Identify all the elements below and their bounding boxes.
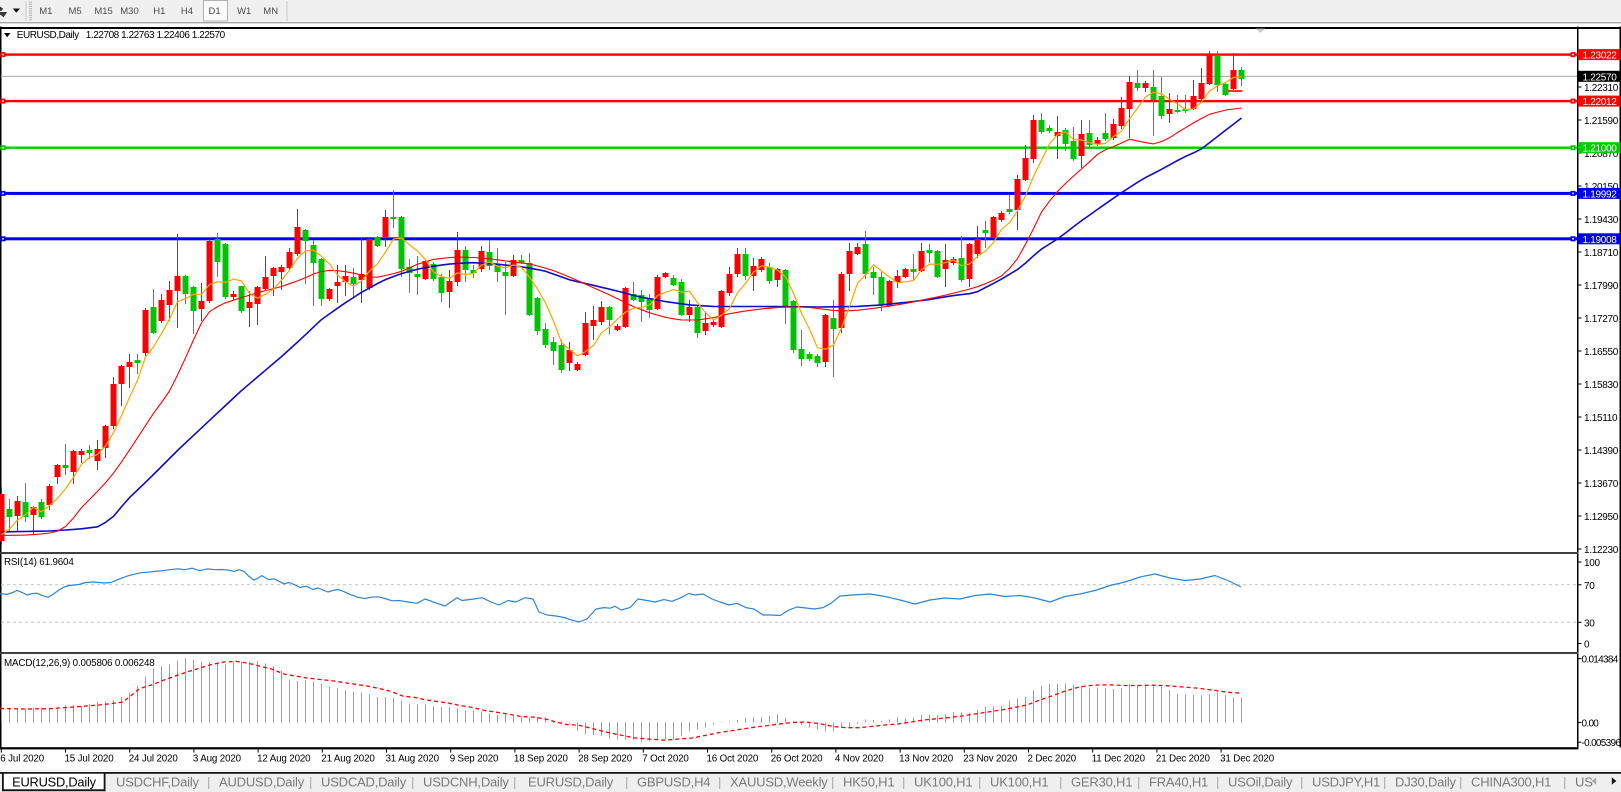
svg-text:|: | <box>1459 775 1462 790</box>
svg-text:24 Jul 2020: 24 Jul 2020 <box>129 754 179 765</box>
svg-text:1.22310: 1.22310 <box>1584 83 1619 94</box>
svg-text:1.17270: 1.17270 <box>1584 314 1619 325</box>
svg-text:|: | <box>1137 775 1140 790</box>
svg-text:1.23022: 1.23022 <box>1583 51 1618 62</box>
svg-text:9 Sep 2020: 9 Sep 2020 <box>450 754 499 765</box>
svg-text:M30: M30 <box>120 6 138 17</box>
svg-text:UK100,H1: UK100,H1 <box>990 775 1048 790</box>
svg-text:GER30,H1: GER30,H1 <box>1071 775 1132 790</box>
svg-text:1.22012: 1.22012 <box>1583 97 1618 108</box>
svg-text:23 Nov 2020: 23 Nov 2020 <box>963 754 1018 765</box>
svg-text:100: 100 <box>1584 558 1601 569</box>
svg-text:13 Nov 2020: 13 Nov 2020 <box>899 754 954 765</box>
svg-text:30: 30 <box>1584 618 1595 629</box>
svg-text:4 Nov 2020: 4 Nov 2020 <box>835 754 884 765</box>
svg-text:1.14390: 1.14390 <box>1584 446 1619 457</box>
svg-text:1.13670: 1.13670 <box>1584 479 1619 490</box>
svg-text:XAUUSD,Weekly: XAUUSD,Weekly <box>730 775 828 790</box>
svg-text:|: | <box>1216 775 1219 790</box>
svg-text:-0.005396: -0.005396 <box>1582 738 1621 749</box>
svg-text:15 Jul 2020: 15 Jul 2020 <box>65 754 115 765</box>
svg-text:D1: D1 <box>209 6 221 17</box>
svg-text:|: | <box>718 775 721 790</box>
svg-text:EURUSD,Daily: EURUSD,Daily <box>12 775 96 790</box>
svg-text:1.15110: 1.15110 <box>1584 413 1618 424</box>
svg-text:HK50,H1: HK50,H1 <box>843 775 894 790</box>
svg-text:28 Sep 2020: 28 Sep 2020 <box>578 754 633 765</box>
svg-text:H1: H1 <box>153 6 165 17</box>
svg-text:US: US <box>1575 775 1593 790</box>
svg-text:1.18710: 1.18710 <box>1584 248 1619 259</box>
svg-text:|: | <box>1383 775 1386 790</box>
svg-text:26 Oct 2020: 26 Oct 2020 <box>771 754 823 765</box>
svg-text:1.12230: 1.12230 <box>1584 545 1619 556</box>
svg-text:1.21000: 1.21000 <box>1583 144 1618 155</box>
svg-text:CHINA300,H1: CHINA300,H1 <box>1471 775 1551 790</box>
svg-text:EURUSD,Daily: EURUSD,Daily <box>528 775 614 790</box>
svg-text:USDCAD,Daily: USDCAD,Daily <box>321 775 407 790</box>
svg-text:MACD(12,26,9) 0.005806 0.00624: MACD(12,26,9) 0.005806 0.006248 <box>4 658 155 669</box>
svg-text:|: | <box>831 775 834 790</box>
svg-text:1.22708 1.22763 1.22406 1.2257: 1.22708 1.22763 1.22406 1.22570 <box>86 30 226 41</box>
svg-text:1.19008: 1.19008 <box>1583 235 1618 246</box>
svg-text:18 Sep 2020: 18 Sep 2020 <box>514 754 569 765</box>
svg-text:USDCHF,Daily: USDCHF,Daily <box>116 775 200 790</box>
svg-text:|: | <box>309 775 312 790</box>
svg-text:GBPUSD,H4: GBPUSD,H4 <box>637 775 710 790</box>
svg-text:1.12950: 1.12950 <box>1584 512 1619 523</box>
svg-text:UK100,H1: UK100,H1 <box>914 775 972 790</box>
svg-text:11 Dec 2020: 11 Dec 2020 <box>1092 754 1146 765</box>
svg-text:70: 70 <box>1584 581 1595 592</box>
svg-text:16 Oct 2020: 16 Oct 2020 <box>707 754 759 765</box>
svg-text:|: | <box>207 775 210 790</box>
svg-text:FRA40,H1: FRA40,H1 <box>1149 775 1208 790</box>
svg-text:7 Oct 2020: 7 Oct 2020 <box>642 754 689 765</box>
svg-text:1.19992: 1.19992 <box>1583 189 1618 200</box>
svg-text:0: 0 <box>1584 640 1590 651</box>
svg-text:1.17990: 1.17990 <box>1584 281 1619 292</box>
svg-text:6 Jul 2020: 6 Jul 2020 <box>0 754 44 765</box>
svg-text:M1: M1 <box>39 6 52 17</box>
svg-text:3 Aug 2020: 3 Aug 2020 <box>193 754 242 765</box>
svg-text:|: | <box>902 775 905 790</box>
svg-text:12 Aug 2020: 12 Aug 2020 <box>257 754 311 765</box>
svg-text:|: | <box>1563 775 1566 790</box>
svg-text:|: | <box>513 775 516 790</box>
svg-text:|: | <box>1059 775 1062 790</box>
svg-text:|: | <box>978 775 981 790</box>
svg-text:M5: M5 <box>68 6 81 17</box>
svg-text:H4: H4 <box>181 6 193 17</box>
svg-text:31 Aug 2020: 31 Aug 2020 <box>386 754 440 765</box>
svg-text:|: | <box>625 775 628 790</box>
svg-text:USDJPY,H1: USDJPY,H1 <box>1312 775 1380 790</box>
svg-text:W1: W1 <box>237 6 251 17</box>
svg-text:USOil,Daily: USOil,Daily <box>1228 775 1293 790</box>
svg-text:|: | <box>411 775 414 790</box>
svg-text:1.21590: 1.21590 <box>1584 116 1619 127</box>
svg-text:AUDUSD,Daily: AUDUSD,Daily <box>219 775 305 790</box>
svg-text:1.20870: 1.20870 <box>1584 149 1619 160</box>
svg-text:1.20150: 1.20150 <box>1584 182 1619 193</box>
svg-text:0.014384: 0.014384 <box>1582 655 1619 666</box>
svg-text:1.22570: 1.22570 <box>1583 72 1618 83</box>
svg-text:21 Aug 2020: 21 Aug 2020 <box>321 754 375 765</box>
svg-text:M15: M15 <box>94 6 112 17</box>
svg-text:EURUSD,Daily: EURUSD,Daily <box>17 30 79 41</box>
svg-text:0.00: 0.00 <box>1582 718 1600 729</box>
svg-text:MN: MN <box>263 6 278 17</box>
svg-text:1.16550: 1.16550 <box>1584 347 1619 358</box>
svg-text:31 Dec 2020: 31 Dec 2020 <box>1220 754 1275 765</box>
svg-text:DJ30,Daily: DJ30,Daily <box>1395 775 1457 790</box>
svg-text:|: | <box>1300 775 1303 790</box>
svg-text:USDCNH,Daily: USDCNH,Daily <box>423 775 509 790</box>
svg-text:2 Dec 2020: 2 Dec 2020 <box>1028 754 1077 765</box>
svg-text:RSI(14) 61.9604: RSI(14) 61.9604 <box>4 557 74 568</box>
svg-text:1.19430: 1.19430 <box>1584 215 1619 226</box>
svg-text:1.15830: 1.15830 <box>1584 380 1619 391</box>
svg-text:21 Dec 2020: 21 Dec 2020 <box>1156 754 1211 765</box>
